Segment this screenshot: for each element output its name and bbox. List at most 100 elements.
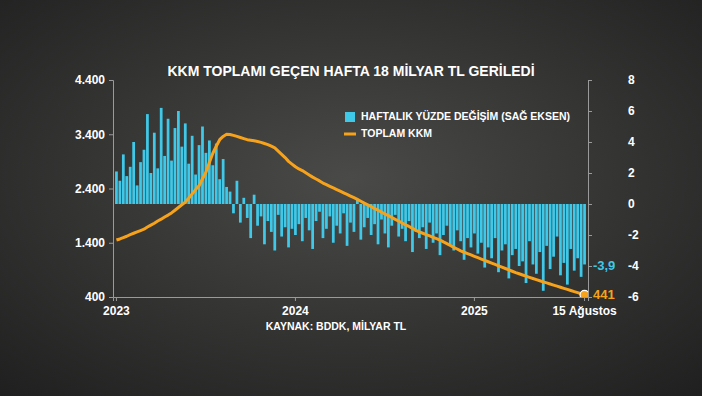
- tick: 400: [85, 290, 113, 304]
- bar: [459, 204, 462, 241]
- bar: [514, 204, 517, 249]
- tick: 6: [588, 104, 635, 118]
- data-labels: -3,9441: [593, 258, 615, 302]
- bar: [408, 204, 411, 221]
- bar: [542, 204, 545, 291]
- bar: [446, 204, 449, 226]
- bar: [415, 204, 418, 232]
- bar: [384, 204, 387, 233]
- bar: [566, 204, 569, 285]
- legend-swatch: [344, 133, 356, 136]
- tick-mark: [588, 266, 592, 267]
- bar: [177, 111, 180, 204]
- bar: [452, 204, 455, 251]
- point-marker: [580, 290, 588, 297]
- bar: [507, 204, 510, 278]
- tick: 4: [588, 135, 635, 149]
- bar: [346, 204, 349, 246]
- tick-mark: [588, 235, 592, 236]
- bar: [535, 204, 538, 274]
- tick-label: -6: [628, 290, 639, 304]
- bar: [143, 150, 146, 204]
- legend-item: TOPLAM KKM: [344, 127, 432, 139]
- bar: [390, 204, 393, 226]
- bar: [552, 204, 555, 257]
- plot-area: [115, 108, 588, 297]
- bar: [559, 204, 562, 275]
- bar: [122, 154, 125, 204]
- title: KKM TOPLAMI GEÇEN HAFTA 18 MİLYAR TL GER…: [167, 63, 534, 79]
- bar: [576, 204, 579, 258]
- bar: [342, 204, 345, 213]
- bar: [359, 204, 362, 240]
- bar: [353, 204, 356, 232]
- bar: [236, 181, 239, 204]
- bar: [211, 165, 214, 204]
- data-label: -3,9: [593, 258, 615, 273]
- tick: 0: [588, 197, 635, 211]
- bar: [404, 204, 407, 241]
- bar: [501, 204, 504, 251]
- bar: [277, 204, 280, 215]
- bar: [504, 204, 507, 244]
- bar: [476, 204, 479, 254]
- bar: [315, 204, 318, 221]
- bar: [153, 133, 156, 204]
- bar: [549, 204, 552, 269]
- bar: [132, 142, 135, 204]
- bar: [421, 204, 424, 227]
- axis: 4001.4002.4003.4004.400: [75, 73, 114, 304]
- bar: [435, 204, 438, 233]
- tick-mark: [109, 243, 113, 244]
- bar: [583, 204, 586, 264]
- tick: 2.400: [75, 182, 113, 196]
- bar: [256, 204, 259, 226]
- bar: [449, 204, 452, 246]
- tick-mark: [109, 189, 113, 190]
- bar: [201, 127, 204, 205]
- bar: [494, 204, 497, 238]
- bar: [569, 204, 572, 249]
- bar: [239, 204, 242, 223]
- bar: [139, 162, 142, 204]
- tick-mark: [588, 173, 592, 174]
- bar: [528, 204, 531, 241]
- tick-label: 2.400: [75, 182, 105, 196]
- bar: [174, 128, 177, 204]
- bar: [208, 140, 211, 204]
- tick-mark: [109, 80, 113, 81]
- bar: [325, 204, 328, 229]
- tick: -2: [588, 228, 639, 242]
- bar: [545, 204, 548, 246]
- bar: [160, 108, 163, 204]
- tick-mark: [109, 297, 113, 298]
- bar: [466, 204, 469, 238]
- bar: [270, 204, 273, 232]
- tick: 1.400: [75, 236, 113, 250]
- bar: [532, 204, 535, 264]
- bar: [242, 198, 245, 204]
- bar: [518, 204, 521, 266]
- axis: -6-4-202468: [588, 73, 639, 304]
- bar: [483, 204, 486, 268]
- bar: [129, 167, 132, 204]
- bar: [287, 204, 290, 247]
- legend-label: HAFTALIK YÜZDE DEĞİŞİM (SAĞ EKSEN): [361, 110, 570, 122]
- tick-label: -2: [628, 228, 639, 242]
- bar: [246, 204, 249, 218]
- tick-mark: [588, 142, 592, 143]
- tick: 2024: [282, 297, 309, 318]
- bar: [167, 119, 170, 204]
- bar: [311, 204, 314, 249]
- tick-label: 1.400: [75, 236, 105, 250]
- tick-label: 3.400: [75, 128, 105, 142]
- background: [0, 0, 702, 396]
- bar-series: [115, 108, 586, 291]
- bar: [470, 204, 473, 247]
- tick-label: -4: [628, 259, 639, 273]
- tick-mark: [474, 297, 475, 301]
- tick: 2: [588, 166, 635, 180]
- tick: 3.400: [75, 128, 113, 142]
- bar: [394, 204, 397, 215]
- bar: [232, 204, 235, 213]
